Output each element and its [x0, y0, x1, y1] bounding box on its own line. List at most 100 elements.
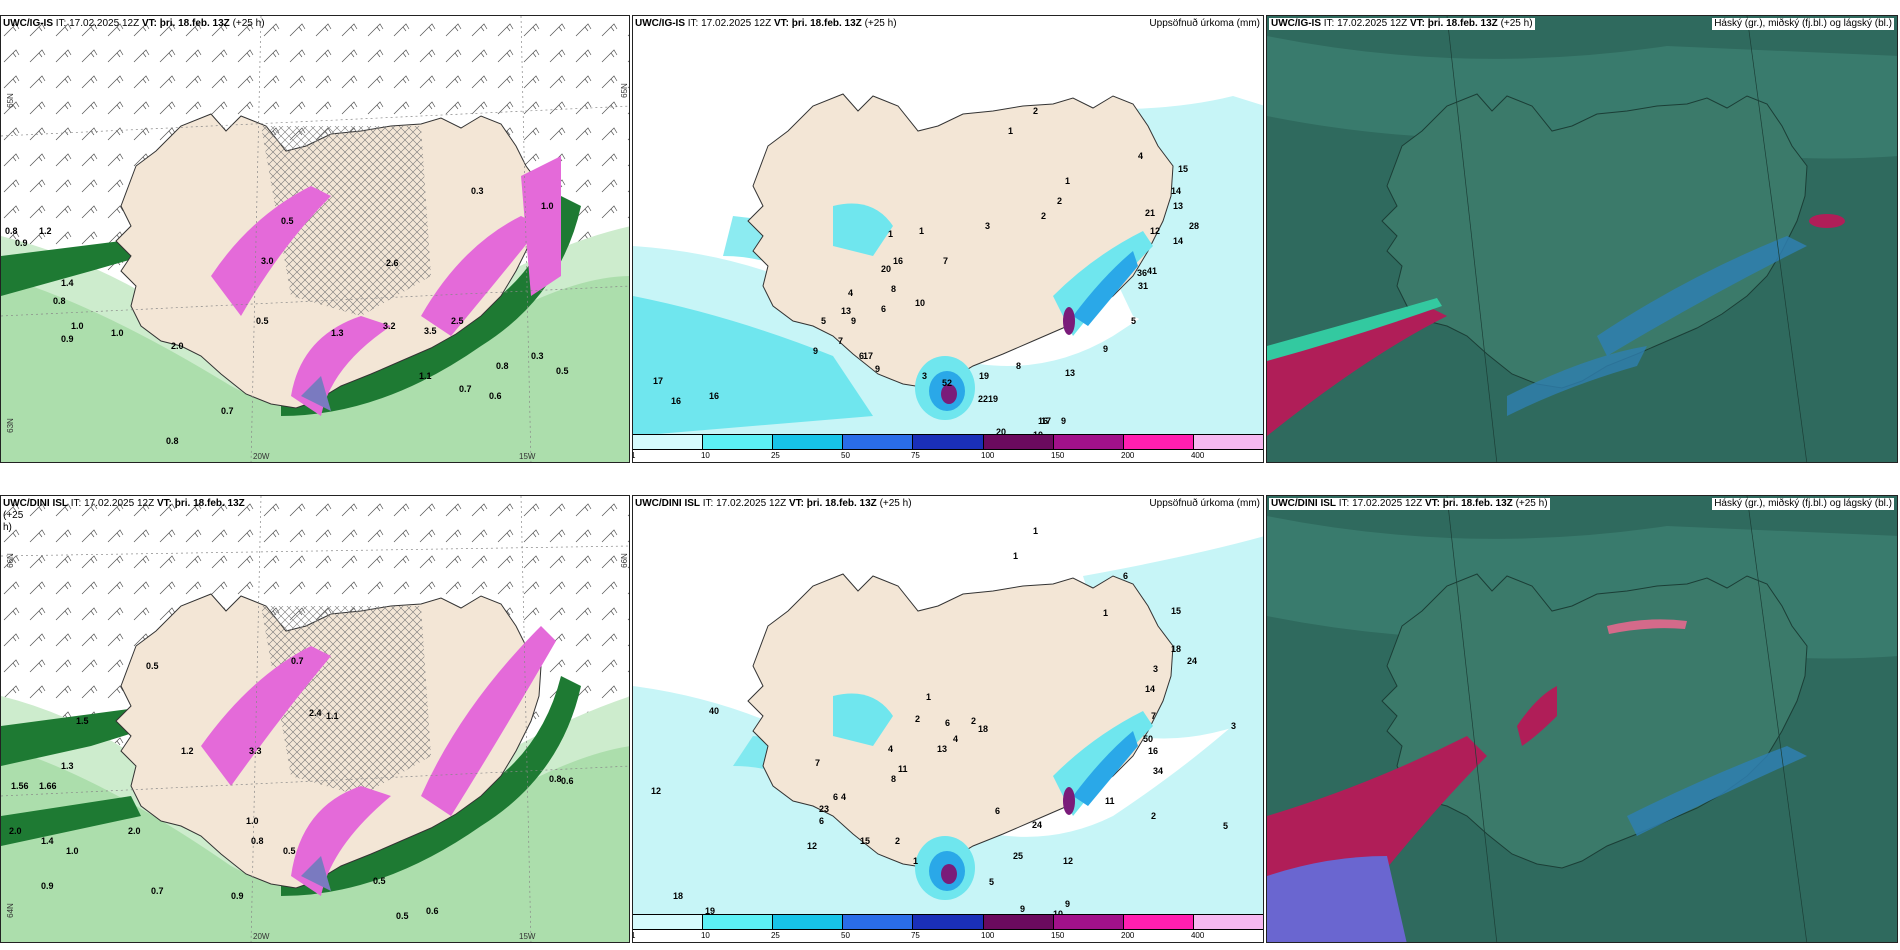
map-value-label: 2.5: [451, 316, 464, 326]
map-value-label: 2: [895, 836, 901, 846]
map-value-label: 1.0: [541, 201, 554, 211]
legend-tick-label: 100: [981, 451, 995, 460]
map-value-label: 6: [945, 718, 951, 728]
map-value-label: 0.8: [166, 436, 179, 446]
panel-title-right: Uppsöfnuð úrkoma (mm): [1149, 498, 1260, 509]
legend-tick-label: 150: [1051, 931, 1065, 940]
map-value-label: 2.0: [9, 826, 22, 836]
map-value-label: 9: [851, 316, 857, 326]
legend-tick-label: 400: [1190, 451, 1205, 460]
map-value-label: 2.0: [128, 826, 141, 836]
legend-swatch: [913, 915, 984, 929]
map-value-label: 5: [1223, 821, 1229, 831]
map-value-label: 2.4: [309, 708, 322, 718]
map-value-label: 11: [898, 764, 908, 774]
legend-swatch: [1193, 915, 1263, 929]
map-value-label: 4: [953, 734, 959, 744]
map-value-label: 1: [913, 856, 919, 866]
map-value-label: 18: [673, 891, 684, 901]
legend-tick-label: 200: [1121, 931, 1135, 940]
map-value-label: 1: [1008, 126, 1014, 136]
legend-tick-label: 400: [1190, 931, 1205, 940]
precip-map: [633, 496, 1263, 916]
map-value-label: 6: [819, 816, 825, 826]
map-value-label: 25: [1013, 851, 1024, 861]
map-value-label: 5: [1131, 316, 1137, 326]
map-value-label: 1: [1013, 551, 1019, 561]
panel-header: UWC/DINI ISL IT: 17.02.2025 12Z VT: þri.…: [1269, 498, 1550, 510]
map-value-label: 1: [1103, 608, 1109, 618]
map-value-label: 3.2: [383, 321, 396, 331]
map-value-label: 1: [888, 229, 894, 239]
map-value-label: 1.1: [326, 711, 339, 721]
map-value-label: 9: [1061, 416, 1067, 426]
map-value-label: 7: [815, 758, 821, 768]
map-value-label: 28: [1189, 221, 1200, 231]
legend-swatch: [1123, 435, 1194, 449]
map-value-label: 9: [1065, 899, 1071, 909]
legend-tick-label: 75: [910, 931, 920, 940]
map-value-label: 0.8: [5, 226, 18, 236]
map-value-label: 0.5: [373, 876, 386, 886]
map-value-label: 0.5: [283, 846, 296, 856]
snow-map: [1, 496, 629, 942]
map-value-label: 10: [915, 298, 926, 308]
legend-tick-label: 10: [700, 451, 710, 460]
map-value-label: 40: [709, 706, 720, 716]
map-value-label: 0.5: [281, 216, 294, 226]
map-value-label: 36: [1137, 268, 1148, 278]
map-value-label: 6: [881, 304, 887, 314]
map-value-label: 0.7: [459, 384, 472, 394]
legend-swatch: [983, 915, 1054, 929]
legend-swatch: [1193, 435, 1263, 449]
map-value-label: 2: [1151, 811, 1157, 821]
map-value-label: 22: [978, 394, 989, 404]
cloud-map: [1267, 16, 1897, 462]
map-value-label: 13: [937, 744, 948, 754]
map-value-label: 19: [988, 394, 999, 404]
map-value-label: 0.9: [41, 881, 54, 891]
map-panel-ig-precip: UWC/IG-IS IT: 17.02.2025 12Z VT: þri. 18…: [632, 15, 1264, 463]
map-value-label: 1.1: [419, 371, 432, 381]
legend-tick-label: 25: [770, 931, 780, 940]
map-value-label: 7: [838, 336, 844, 346]
map-value-label: 3: [985, 221, 991, 231]
panel-title-right: Háský (gr.), miðský (fj.bl.) og lágský (…: [1712, 498, 1894, 510]
map-value-label: 14: [1145, 684, 1156, 694]
map-value-label: 0.5: [556, 366, 569, 376]
map-value-label: 1.5: [76, 716, 89, 726]
map-value-label: 17: [1041, 416, 1052, 426]
legend-tick-label: 150: [1051, 451, 1065, 460]
lon-label: 15W: [519, 932, 536, 941]
map-value-label: 1: [1033, 526, 1039, 536]
legend-tick-label: 100: [981, 931, 995, 940]
map-value-label: 3.0: [261, 256, 274, 266]
map-value-label: 0.7: [221, 406, 234, 416]
precip-legend: 1 10 25 50 75 100 150 200 400: [633, 914, 1263, 942]
lat-label: 63N: [5, 418, 15, 433]
map-value-label: 0.6: [489, 391, 502, 401]
map-value-label: 19: [705, 906, 716, 916]
map-value-label: 1: [1065, 176, 1071, 186]
map-value-label: 12: [807, 841, 818, 851]
panel-title-right: Uppsöfnuð úrkoma (mm): [1149, 18, 1260, 29]
map-value-label: 24: [1032, 820, 1043, 830]
map-value-label: 1: [919, 226, 925, 236]
map-value-label: 20: [881, 264, 892, 274]
lon-label: 20W: [253, 932, 270, 941]
map-value-label: 34: [1153, 766, 1164, 776]
map-value-label: 5: [821, 316, 827, 326]
map-value-label: 2: [1057, 196, 1063, 206]
map-value-label: 13: [1065, 368, 1076, 378]
legend-swatch: [913, 435, 984, 449]
map-value-label: 14: [1171, 186, 1182, 196]
map-value-label: 15: [1178, 164, 1189, 174]
map-value-label: 0.8: [251, 836, 264, 846]
map-value-label: 0.8: [53, 296, 66, 306]
lat-label: 65N: [619, 83, 629, 98]
map-value-label: 16: [709, 391, 720, 401]
map-value-label: 16: [893, 256, 904, 266]
lon-label: 15W: [519, 452, 536, 461]
map-value-label: 16: [1038, 416, 1049, 426]
map-value-label: 7: [943, 256, 949, 266]
